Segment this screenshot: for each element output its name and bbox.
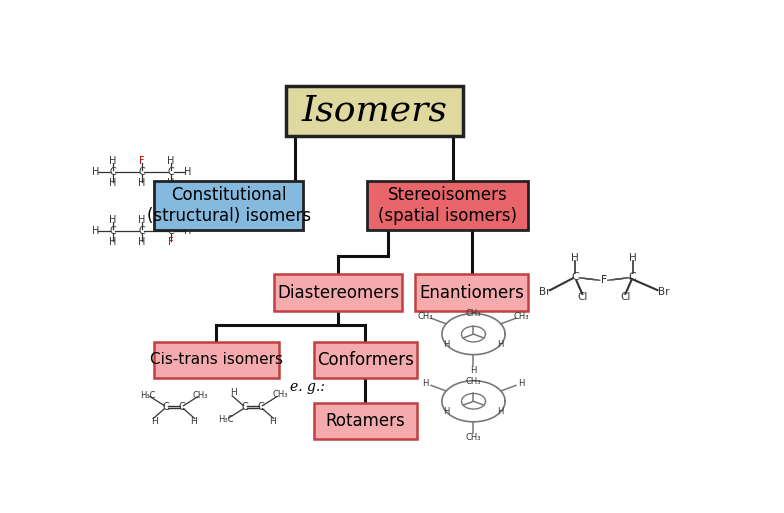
Text: Isomers: Isomers	[302, 94, 448, 128]
Text: F: F	[168, 238, 173, 247]
Text: H: H	[184, 167, 191, 177]
Text: H: H	[423, 379, 429, 388]
Text: Br: Br	[658, 287, 669, 297]
Text: CH₃: CH₃	[466, 377, 481, 386]
Text: Cl: Cl	[620, 292, 630, 302]
Text: Stereoisomers
(spatial isomers): Stereoisomers (spatial isomers)	[378, 186, 517, 225]
Text: H: H	[151, 417, 158, 426]
Text: e. g.:: e. g.:	[290, 381, 325, 394]
Text: CH₃: CH₃	[273, 390, 288, 399]
Text: C: C	[242, 402, 249, 412]
Text: C: C	[163, 402, 169, 412]
Text: H: H	[167, 215, 174, 225]
Text: H: H	[109, 238, 117, 247]
FancyBboxPatch shape	[286, 86, 463, 135]
Text: Rotamers: Rotamers	[325, 412, 405, 430]
Text: CH₃: CH₃	[466, 309, 481, 319]
Text: H: H	[184, 226, 191, 236]
Text: C: C	[138, 167, 145, 177]
Text: C: C	[138, 226, 145, 236]
Text: H: H	[629, 253, 637, 263]
Text: Enantiomers: Enantiomers	[419, 284, 524, 302]
Text: H: H	[93, 167, 100, 177]
Text: C: C	[110, 167, 116, 177]
FancyBboxPatch shape	[154, 181, 303, 230]
FancyBboxPatch shape	[314, 403, 417, 439]
Text: Diastereomers: Diastereomers	[277, 284, 399, 302]
Text: Conformers: Conformers	[317, 351, 414, 369]
FancyBboxPatch shape	[367, 181, 528, 230]
Text: F: F	[139, 156, 144, 166]
Text: H₃C: H₃C	[218, 416, 234, 424]
Text: H: H	[138, 215, 146, 225]
Text: H: H	[167, 178, 174, 188]
Text: H: H	[518, 379, 524, 388]
Text: C: C	[167, 167, 174, 177]
Text: F: F	[601, 275, 607, 285]
Text: H: H	[497, 407, 503, 416]
Text: C: C	[629, 272, 637, 282]
Text: H: H	[444, 407, 450, 416]
Text: Constitutional
(structural) isomers: Constitutional (structural) isomers	[147, 186, 310, 225]
Text: Cis-trans isomers: Cis-trans isomers	[150, 352, 283, 367]
Text: CH₃: CH₃	[418, 311, 434, 321]
Text: F: F	[601, 275, 607, 285]
Text: H₃C: H₃C	[140, 390, 155, 400]
Text: H: H	[497, 340, 503, 349]
FancyBboxPatch shape	[274, 274, 401, 311]
Text: H: H	[191, 417, 197, 426]
Text: H: H	[109, 215, 117, 225]
FancyBboxPatch shape	[314, 342, 417, 378]
Text: H: H	[571, 253, 579, 263]
Text: CH₃: CH₃	[192, 390, 208, 400]
Text: H: H	[167, 156, 174, 166]
Text: Br: Br	[539, 287, 550, 297]
Text: H: H	[269, 417, 276, 426]
Text: H: H	[138, 178, 146, 188]
Text: CH₃: CH₃	[466, 432, 481, 442]
Text: C: C	[110, 226, 116, 236]
FancyBboxPatch shape	[154, 342, 279, 378]
Text: H: H	[93, 226, 100, 236]
Text: C: C	[571, 272, 579, 282]
Text: C: C	[167, 226, 174, 236]
Text: H: H	[444, 340, 450, 349]
Text: C: C	[178, 402, 185, 412]
Text: H: H	[109, 156, 117, 166]
Polygon shape	[462, 326, 485, 342]
Text: CH₃: CH₃	[514, 311, 529, 321]
Text: H: H	[470, 366, 477, 374]
Text: H: H	[230, 388, 237, 398]
Text: H: H	[138, 238, 146, 247]
Text: C: C	[257, 402, 264, 412]
Text: Cl: Cl	[577, 292, 587, 302]
Polygon shape	[462, 393, 485, 409]
Text: H: H	[109, 178, 117, 188]
FancyBboxPatch shape	[416, 274, 528, 311]
